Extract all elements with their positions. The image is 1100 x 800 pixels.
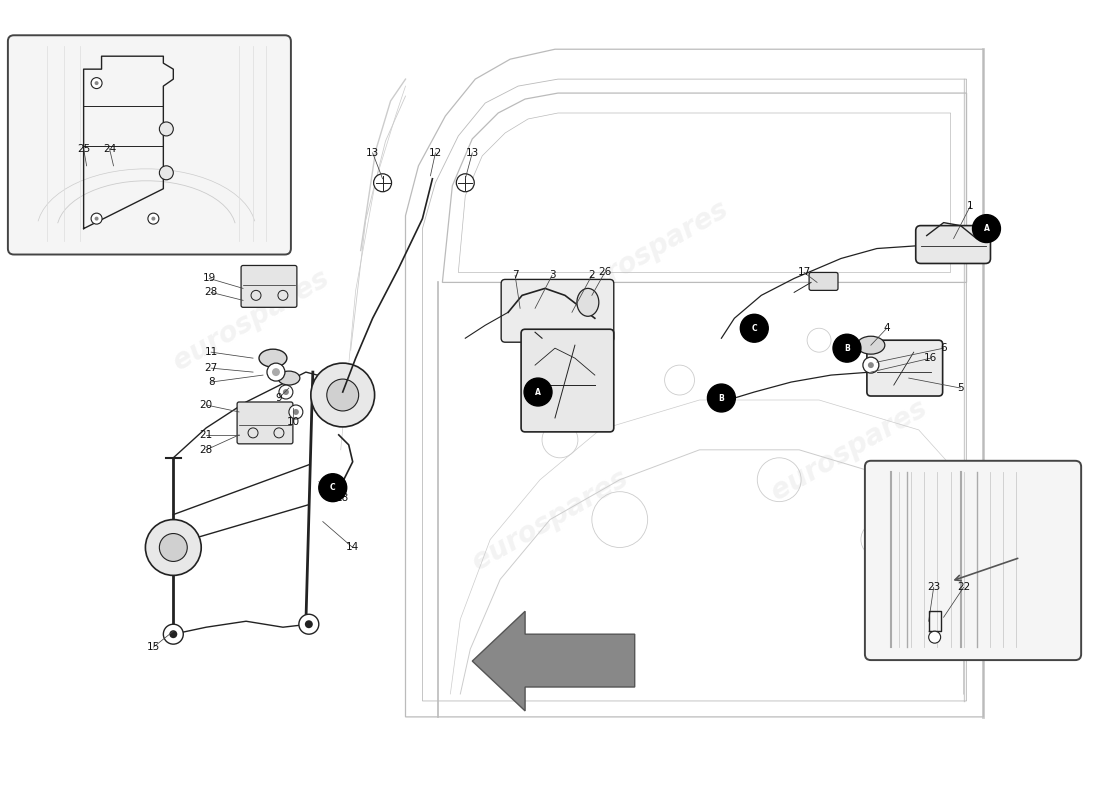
FancyBboxPatch shape	[241, 266, 297, 307]
Circle shape	[272, 368, 279, 376]
Text: C: C	[751, 324, 757, 333]
Text: 1: 1	[967, 201, 974, 210]
Text: 8: 8	[208, 377, 214, 387]
Text: 25: 25	[77, 144, 90, 154]
Text: 10: 10	[286, 417, 299, 427]
Circle shape	[147, 213, 158, 224]
Text: 20: 20	[199, 400, 212, 410]
Text: 9: 9	[276, 393, 283, 403]
Text: 18: 18	[337, 493, 350, 502]
FancyBboxPatch shape	[915, 226, 990, 263]
Ellipse shape	[857, 336, 884, 354]
Circle shape	[972, 214, 1000, 242]
Text: 17: 17	[798, 267, 811, 278]
Circle shape	[95, 217, 99, 221]
FancyBboxPatch shape	[810, 273, 838, 290]
Circle shape	[289, 405, 302, 419]
Text: A: A	[983, 224, 989, 233]
Text: 19: 19	[202, 274, 216, 283]
Circle shape	[374, 174, 392, 192]
Text: 5: 5	[957, 383, 964, 393]
Circle shape	[928, 631, 940, 643]
Ellipse shape	[278, 371, 300, 385]
Text: A: A	[535, 387, 541, 397]
Text: 7: 7	[512, 270, 518, 281]
Circle shape	[311, 363, 375, 427]
Circle shape	[456, 174, 474, 192]
Text: eurospares: eurospares	[566, 194, 733, 306]
Circle shape	[160, 122, 174, 136]
Circle shape	[868, 362, 873, 368]
Circle shape	[169, 630, 177, 638]
Text: 11: 11	[205, 347, 218, 357]
FancyBboxPatch shape	[867, 340, 943, 396]
Text: 26: 26	[598, 267, 612, 278]
FancyBboxPatch shape	[502, 279, 614, 342]
Polygon shape	[472, 611, 635, 711]
Circle shape	[91, 78, 102, 89]
Text: B: B	[844, 344, 850, 353]
Text: C: C	[330, 483, 336, 492]
Text: 21: 21	[199, 430, 212, 440]
Text: 6: 6	[940, 343, 947, 353]
Ellipse shape	[576, 288, 598, 316]
Text: eurospares: eurospares	[168, 264, 334, 376]
Circle shape	[267, 363, 285, 381]
Text: 2: 2	[588, 270, 595, 281]
Circle shape	[163, 624, 184, 644]
Circle shape	[152, 217, 155, 221]
Circle shape	[91, 213, 102, 224]
Circle shape	[862, 357, 879, 373]
Text: 4: 4	[883, 323, 890, 334]
FancyBboxPatch shape	[238, 402, 293, 444]
Text: 15: 15	[146, 642, 160, 652]
Circle shape	[319, 474, 346, 502]
Circle shape	[327, 379, 359, 411]
FancyBboxPatch shape	[865, 461, 1081, 660]
Text: 28: 28	[199, 445, 212, 455]
Text: 13: 13	[366, 148, 379, 158]
Text: eurospares: eurospares	[766, 394, 932, 506]
Text: 22: 22	[957, 582, 970, 592]
Circle shape	[160, 166, 174, 180]
Circle shape	[707, 384, 736, 412]
Circle shape	[160, 534, 187, 562]
Text: 27: 27	[205, 363, 218, 373]
Text: 23: 23	[927, 582, 940, 592]
Text: B: B	[718, 394, 724, 402]
Text: 14: 14	[346, 542, 360, 553]
Ellipse shape	[258, 349, 287, 367]
FancyBboxPatch shape	[521, 330, 614, 432]
Circle shape	[524, 378, 552, 406]
Text: 13: 13	[465, 148, 478, 158]
FancyBboxPatch shape	[8, 35, 290, 254]
Circle shape	[299, 614, 319, 634]
Circle shape	[95, 81, 99, 85]
Circle shape	[293, 409, 299, 415]
Text: 24: 24	[103, 144, 117, 154]
Text: 3: 3	[549, 270, 556, 281]
Circle shape	[145, 519, 201, 575]
Text: 16: 16	[924, 353, 937, 363]
Text: 12: 12	[429, 148, 442, 158]
Circle shape	[740, 314, 768, 342]
Circle shape	[833, 334, 861, 362]
Circle shape	[279, 385, 293, 399]
Text: eurospares: eurospares	[468, 463, 632, 575]
Text: 28: 28	[205, 287, 218, 298]
Circle shape	[283, 389, 289, 395]
Circle shape	[305, 620, 312, 628]
